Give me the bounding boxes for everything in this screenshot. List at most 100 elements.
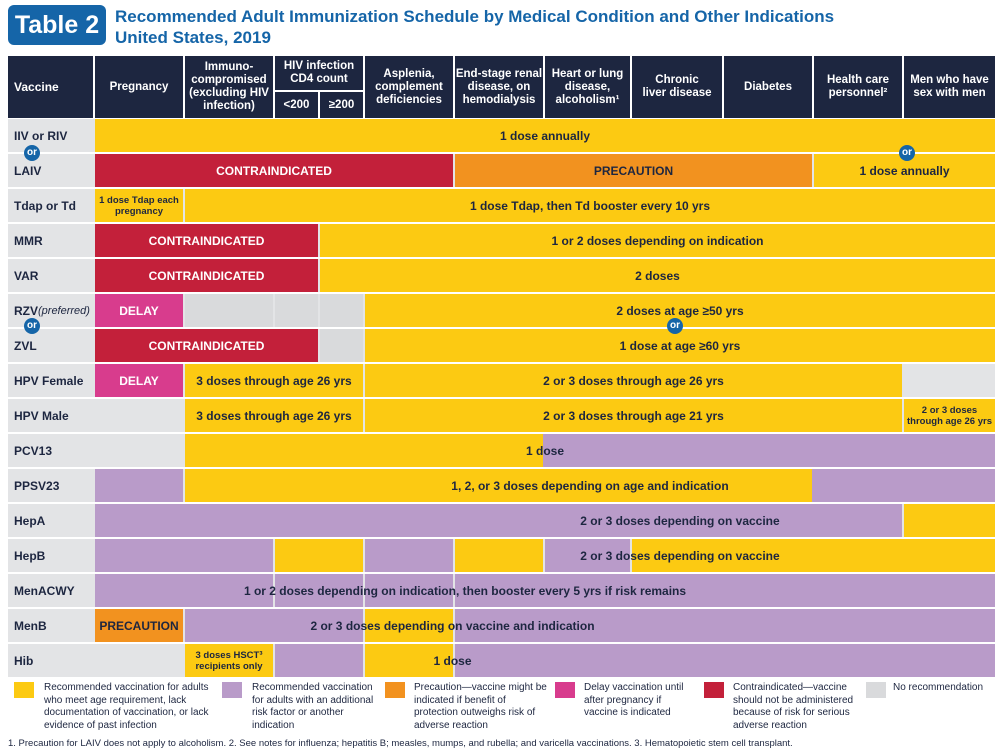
text-laiv-hcp: 1 dose annually bbox=[859, 163, 950, 178]
legend-additional: Recommended vaccination for adults with … bbox=[252, 682, 374, 731]
or-badge-flu-hcp: or bbox=[899, 145, 915, 161]
col-pregnancy: Pregnancy bbox=[95, 56, 183, 118]
text-mmr-rest: 1 or 2 doses depending on indication bbox=[551, 233, 764, 248]
cell-ppsv23-additional bbox=[812, 469, 995, 502]
cell-hepb-preg-immuno bbox=[95, 539, 273, 572]
cell-mmr-rest bbox=[320, 224, 995, 257]
vaccine-hpv-male: HPV Male bbox=[8, 399, 94, 432]
cell-rzv-immuno bbox=[185, 294, 273, 327]
col-immunocompromised: Immuno-compromised (excluding HIV infect… bbox=[185, 56, 273, 118]
text-ppsv23: 1, 2, or 3 doses depending on age and in… bbox=[451, 478, 729, 493]
vaccine-mmr: MMR bbox=[8, 224, 94, 257]
col-hiv: HIV infection CD4 count bbox=[275, 56, 363, 90]
cell-hepb-renal bbox=[455, 539, 543, 572]
cell-hpvm-immuno bbox=[185, 399, 363, 432]
cell-hepb-rest bbox=[632, 539, 995, 572]
vaccine-pcv13: PCV13 bbox=[8, 434, 94, 467]
legend-precaution: Precaution—vaccine might be indicated if… bbox=[414, 682, 547, 731]
cell-iiv-all bbox=[95, 119, 995, 152]
cell-zvl-rest bbox=[365, 329, 995, 362]
separator-flu-label bbox=[26, 152, 93, 154]
col-hcp: Health care personnel² bbox=[814, 56, 902, 118]
text-menb: 2 or 3 doses depending on vaccine and in… bbox=[310, 618, 595, 633]
vaccine-tdap: Tdap or Td bbox=[8, 189, 94, 222]
cell-hpvm-rest bbox=[365, 399, 902, 432]
title-line-1: Recommended Adult Immunization Schedule … bbox=[115, 7, 835, 26]
cell-hepa-additional bbox=[95, 504, 902, 537]
cell-rzv-delay bbox=[95, 294, 183, 327]
cell-tdap-pregnancy bbox=[95, 189, 183, 222]
cell-pcv13-recommended bbox=[185, 434, 543, 467]
cell-var-rest bbox=[320, 259, 995, 292]
cell-hpvf-immuno bbox=[185, 364, 363, 397]
col-hiv-lt200: <200 bbox=[275, 92, 318, 118]
cell-menb-rest bbox=[455, 609, 995, 642]
text-rzv-rest: 2 doses at age ≥50 yrs bbox=[616, 303, 744, 318]
legend-swatch-none bbox=[866, 682, 886, 698]
legend-swatch-additional bbox=[222, 682, 242, 698]
cell-ppsv23-pregnancy bbox=[95, 469, 183, 502]
cell-hepb-hiv bbox=[275, 539, 363, 572]
cell-rzv-hiv-ge bbox=[320, 294, 363, 327]
text-hpvf-immuno: 3 doses through age 26 yrs bbox=[196, 373, 352, 388]
cell-menb-immuno-hiv bbox=[185, 609, 363, 642]
vaccine-rzv: RZV (preferred) bbox=[8, 294, 94, 327]
vaccine-iiv: IIV or RIV bbox=[8, 119, 94, 152]
cell-menb-precaution bbox=[95, 609, 183, 642]
or-badge-zoster: or bbox=[24, 318, 40, 334]
vaccine-hpv-female: HPV Female bbox=[8, 364, 94, 397]
col-asplenia: Asplenia, complement deficiencies bbox=[365, 56, 453, 118]
text-mmr-contra: CONTRAINDICATED bbox=[148, 233, 265, 248]
title-line-2: United States, 2019 bbox=[115, 28, 271, 47]
text-hpvf-rest: 2 or 3 doses through age 26 yrs bbox=[543, 373, 724, 388]
cell-hepb-heart bbox=[545, 539, 630, 572]
vaccine-ppsv23: PPSV23 bbox=[8, 469, 94, 502]
cell-hib-asplenia bbox=[365, 644, 453, 677]
text-hpvm-msm: 2 or 3 doses through age 26 yrs bbox=[907, 404, 992, 427]
col-hiv-ge200: ≥200 bbox=[320, 92, 363, 118]
cell-var-contra bbox=[95, 259, 318, 292]
legend-delay: Delay vaccination until after pregnancy … bbox=[584, 682, 684, 718]
text-laiv-precaution: PRECAUTION bbox=[593, 163, 674, 178]
text-zvl-rest: 1 dose at age ≥60 yrs bbox=[619, 338, 741, 353]
text-hib: 1 dose bbox=[433, 653, 472, 668]
cell-menacwy-rest bbox=[455, 574, 995, 607]
cell-hib-rest bbox=[455, 644, 995, 677]
cell-hpvm-msm bbox=[904, 399, 995, 432]
legend-swatch-recommended bbox=[14, 682, 34, 698]
col-vaccine: Vaccine bbox=[8, 56, 93, 118]
or-badge-zoster-cells: or bbox=[667, 318, 683, 334]
page-title: Recommended Adult Immunization Schedule … bbox=[115, 6, 834, 48]
cell-hepa-msm bbox=[904, 504, 995, 537]
cell-hpvf-delay bbox=[95, 364, 183, 397]
footnote: 1. Precaution for LAIV does not apply to… bbox=[8, 738, 793, 749]
separator-zoster-label bbox=[26, 327, 93, 329]
or-badge-flu: or bbox=[24, 145, 40, 161]
text-hpvf-delay: DELAY bbox=[119, 373, 159, 388]
text-tdap-pregnancy: 1 dose Tdap each pregnancy bbox=[99, 194, 179, 217]
cell-hpvf-rest bbox=[365, 364, 902, 397]
col-msm: Men who have sex with men bbox=[904, 56, 995, 118]
cell-rzv-hiv-lt bbox=[275, 294, 318, 327]
text-rzv-delay: DELAY bbox=[119, 303, 159, 318]
vaccine-var: VAR bbox=[8, 259, 94, 292]
cell-menb-asplenia bbox=[365, 609, 453, 642]
col-diabetes: Diabetes bbox=[724, 56, 812, 118]
cell-zvl-hiv-ge bbox=[320, 329, 363, 362]
cell-hib-hiv bbox=[275, 644, 363, 677]
vaccine-zvl: ZVL bbox=[8, 329, 94, 362]
legend-swatch-precaution bbox=[385, 682, 405, 698]
legend-contraindicated: Contraindicated—vaccine should not be ad… bbox=[733, 682, 854, 731]
cell-menacwy-hiv bbox=[275, 574, 363, 607]
text-tdap-rest: 1 dose Tdap, then Td booster every 10 yr… bbox=[469, 198, 711, 213]
text-iiv: 1 dose annually bbox=[499, 128, 591, 143]
text-var-rest: 2 doses bbox=[635, 268, 680, 283]
cell-laiv-contra bbox=[95, 154, 453, 187]
vaccine-menacwy: MenACWY bbox=[8, 574, 94, 607]
vaccine-hepa: HepA bbox=[8, 504, 94, 537]
vaccine-menb: MenB bbox=[8, 609, 94, 642]
col-renal: End-stage renal disease, on hemodialysis bbox=[455, 56, 543, 118]
vaccine-hib: Hib bbox=[8, 644, 94, 677]
cell-tdap-rest bbox=[185, 189, 995, 222]
legend-swatch-contraindicated bbox=[704, 682, 724, 698]
